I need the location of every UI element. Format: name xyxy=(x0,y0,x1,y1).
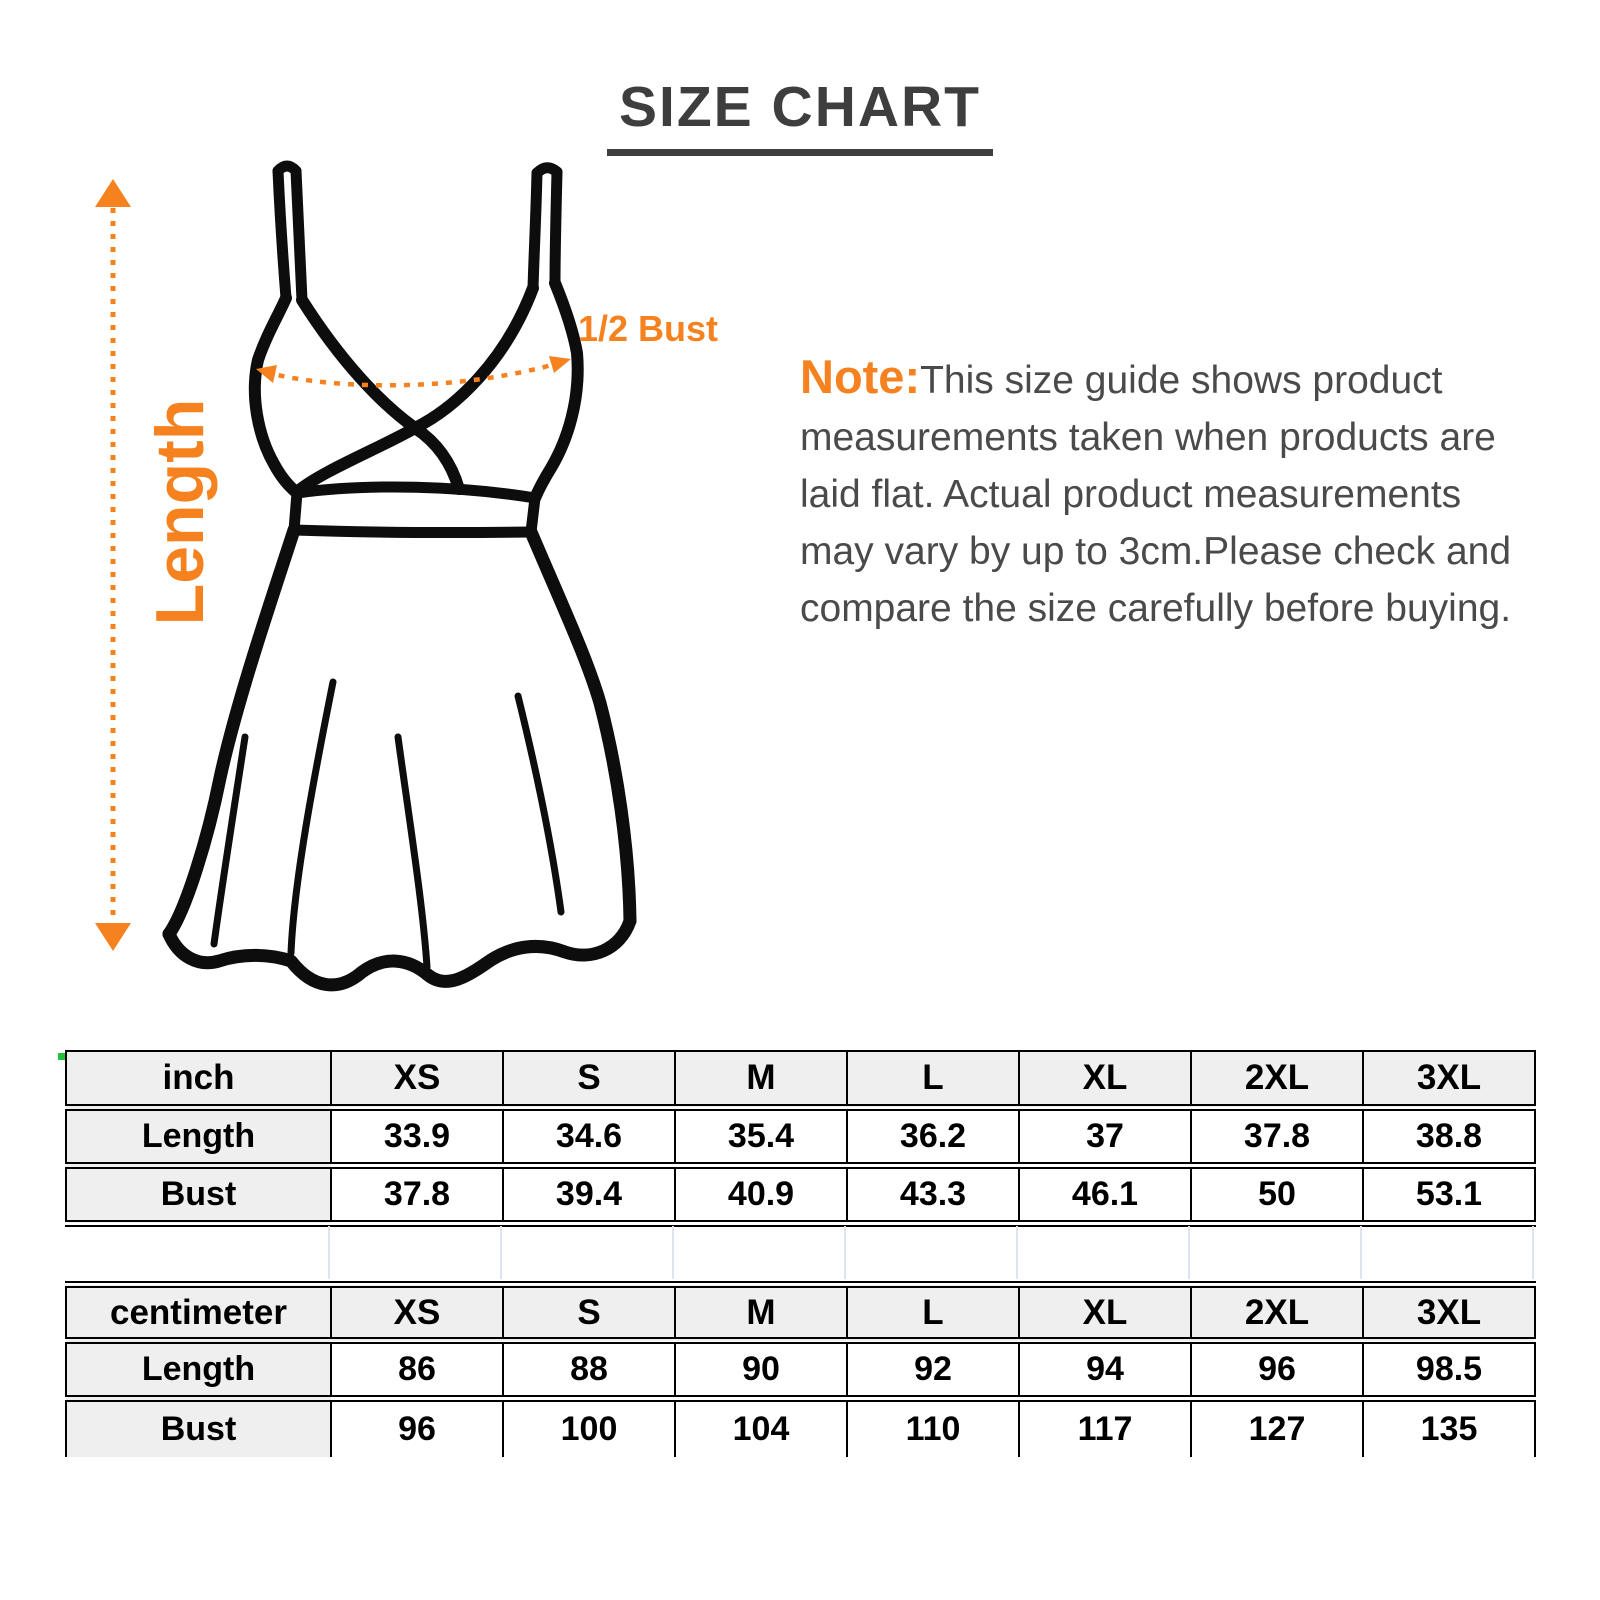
value-cell: 96 xyxy=(330,1398,504,1457)
dress-strap-left-cap xyxy=(272,160,302,177)
dress-strap-left-outer xyxy=(272,165,292,304)
value-cell: 127 xyxy=(1190,1398,1364,1457)
table-header-row: centimeter XS S M L XL 2XL 3XL xyxy=(65,1281,1536,1344)
note-paragraph: Note:This size guide shows product measu… xyxy=(800,348,1590,637)
size-header-cell: XS xyxy=(330,1281,504,1344)
value-cell: 36.2 xyxy=(846,1107,1020,1169)
value-cell: 135 xyxy=(1362,1398,1536,1457)
dress-skirt-fold-1 xyxy=(210,733,249,948)
unit-header-cell: inch xyxy=(65,1050,332,1111)
table-row-length: Length 33.9 34.6 35.4 36.2 37 37.8 38.8 xyxy=(65,1107,1536,1169)
dress-skirt-fold-4 xyxy=(514,692,565,916)
bust-measure-label: 1/2 Bust xyxy=(578,308,719,349)
size-header-cell: L xyxy=(846,1050,1020,1111)
value-cell: 35.4 xyxy=(674,1107,848,1169)
value-cell: 43.3 xyxy=(846,1165,1020,1227)
bust-arrow-line xyxy=(264,359,563,388)
dress-neckline-left-drape xyxy=(296,294,465,495)
bust-arrow-head-left-icon xyxy=(256,365,277,383)
dress-strap-right-cap xyxy=(531,162,563,179)
value-cell: 34.6 xyxy=(502,1107,676,1169)
row-label-cell: Bust xyxy=(65,1398,332,1457)
bust-arrow xyxy=(256,356,571,388)
table-row-length: Length 86 88 90 92 94 96 98.5 xyxy=(65,1340,1536,1402)
dress-skirt-left-edge xyxy=(162,523,301,941)
value-cell: 37 xyxy=(1018,1107,1192,1169)
value-cell: 92 xyxy=(846,1340,1020,1402)
size-table-centimeter: centimeter XS S M L XL 2XL 3XL Length 86… xyxy=(65,1281,1536,1457)
length-arrow-head-up-icon xyxy=(95,179,131,207)
size-header-cell: S xyxy=(502,1050,676,1111)
value-cell: 96 xyxy=(1190,1340,1364,1402)
note-label: Note: xyxy=(800,350,921,403)
dress-diagram xyxy=(95,160,637,992)
dress-skirt-hem xyxy=(162,914,637,992)
value-cell: 90 xyxy=(674,1340,848,1402)
length-measure-label: Length xyxy=(142,398,218,626)
dress-strap-right-inner xyxy=(527,167,543,294)
dress-waistband-top xyxy=(291,481,541,504)
size-header-cell: XL xyxy=(1018,1050,1192,1111)
dress-strap-left-inner xyxy=(290,165,308,306)
dress-skirt-right-edge xyxy=(524,525,637,928)
table-row-bust: Bust 96 100 104 110 117 127 135 xyxy=(65,1398,1536,1457)
bust-arrow-head-right-icon xyxy=(549,356,571,373)
value-cell: 37.8 xyxy=(1190,1107,1364,1169)
size-header-cell: S xyxy=(502,1281,676,1344)
value-cell: 100 xyxy=(502,1398,676,1457)
value-cell: 88 xyxy=(502,1340,676,1402)
dress-side-seam-left xyxy=(248,292,303,499)
value-cell: 110 xyxy=(846,1398,1020,1457)
dress-skirt-fold-2 xyxy=(287,678,337,957)
value-cell: 46.1 xyxy=(1018,1165,1192,1227)
value-cell: 98.5 xyxy=(1362,1340,1536,1402)
row-label-cell: Bust xyxy=(65,1165,332,1227)
table-corner-artifact xyxy=(58,1053,65,1060)
title-bar: SIZE CHART xyxy=(0,74,1600,156)
table-row-bust: Bust 37.8 39.4 40.9 43.3 46.1 50 53.1 xyxy=(65,1165,1536,1227)
dress-side-seam-right xyxy=(529,277,584,504)
row-label-cell: Length xyxy=(65,1340,332,1402)
size-header-cell: XS xyxy=(330,1050,504,1111)
size-header-cell: 2XL xyxy=(1190,1281,1364,1344)
value-cell: 38.8 xyxy=(1362,1107,1536,1169)
value-cell: 86 xyxy=(330,1340,504,1402)
value-cell: 39.4 xyxy=(502,1165,676,1227)
value-cell: 50 xyxy=(1190,1165,1364,1227)
dress-illustration xyxy=(162,160,637,992)
dress-waistband-bottom xyxy=(288,524,537,539)
size-header-cell: L xyxy=(846,1281,1020,1344)
length-arrow-head-down-icon xyxy=(95,923,131,951)
size-header-cell: 3XL xyxy=(1362,1050,1536,1111)
dress-skirt-fold-3 xyxy=(394,733,431,971)
size-table-inch: inch XS S M L XL 2XL 3XL Length 33.9 34.… xyxy=(65,1050,1536,1227)
size-header-cell: M xyxy=(674,1281,848,1344)
value-cell: 33.9 xyxy=(330,1107,504,1169)
table-header-row: inch XS S M L XL 2XL 3XL xyxy=(65,1050,1536,1111)
size-header-cell: 3XL xyxy=(1362,1281,1536,1344)
size-header-cell: M xyxy=(674,1050,848,1111)
size-header-cell: XL xyxy=(1018,1281,1192,1344)
value-cell: 53.1 xyxy=(1362,1165,1536,1227)
value-cell: 94 xyxy=(1018,1340,1192,1402)
dress-neckline-right-drape xyxy=(292,282,539,497)
table-gap-column-guides xyxy=(328,1226,1536,1279)
dress-strap-right-outer xyxy=(549,166,563,289)
length-arrow xyxy=(95,179,131,951)
note-body-text: This size guide shows product measuremen… xyxy=(800,359,1512,630)
value-cell: 117 xyxy=(1018,1398,1192,1457)
value-cell: 40.9 xyxy=(674,1165,848,1227)
unit-header-cell: centimeter xyxy=(65,1281,332,1344)
row-label-cell: Length xyxy=(65,1107,332,1169)
value-cell: 37.8 xyxy=(330,1165,504,1227)
page-title: SIZE CHART xyxy=(607,74,993,156)
size-header-cell: 2XL xyxy=(1190,1050,1364,1111)
value-cell: 104 xyxy=(674,1398,848,1457)
